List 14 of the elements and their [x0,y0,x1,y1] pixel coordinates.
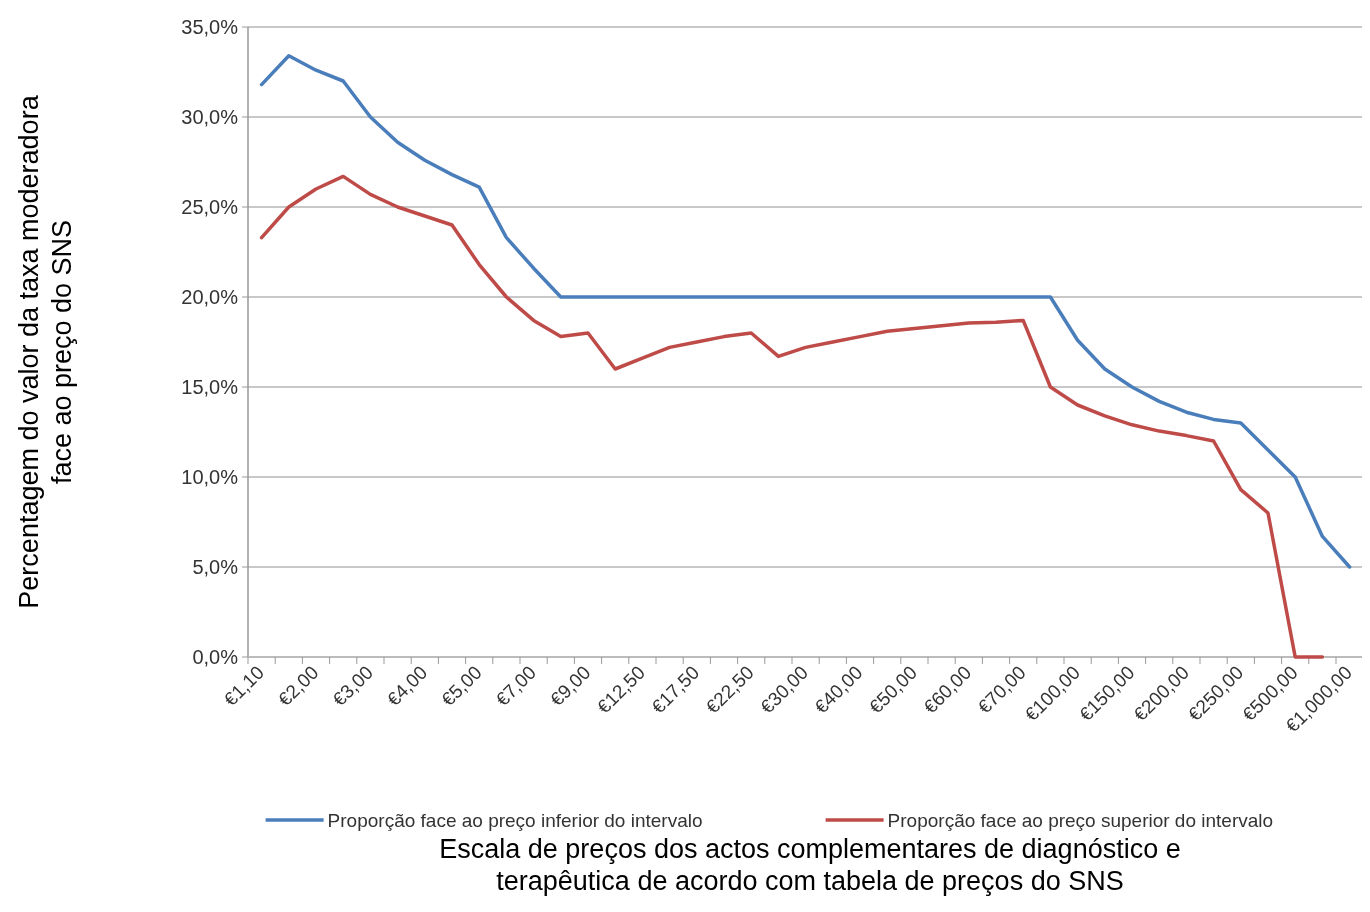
line-series [259,174,1325,659]
y-tick-label: 5,0% [192,556,239,578]
y-tick-label: 30,0% [181,106,239,128]
legend-label: Proporção face ao preço inferior do intervalo [327,809,703,831]
x-axis-title: Escala de preços dos actos complementares de diagnóstico e terapêutica de acordo com tabela de preços do SNS [439,834,1181,896]
line-series [259,54,1352,569]
y-axis-title: Percentagem do valor da taxa moderadora face ao preço do SNS [14,94,77,609]
y-tick-label: 0,0% [192,646,239,668]
legend-label: Proporção face ao preço superior do intervalo [887,809,1274,831]
y-tick-label: 15,0% [181,376,239,398]
y-tick-label: 35,0% [181,16,239,38]
y-tick-label: 25,0% [181,196,239,218]
y-tick-label: 20,0% [181,286,239,308]
y-tick-label: 10,0% [181,466,239,488]
